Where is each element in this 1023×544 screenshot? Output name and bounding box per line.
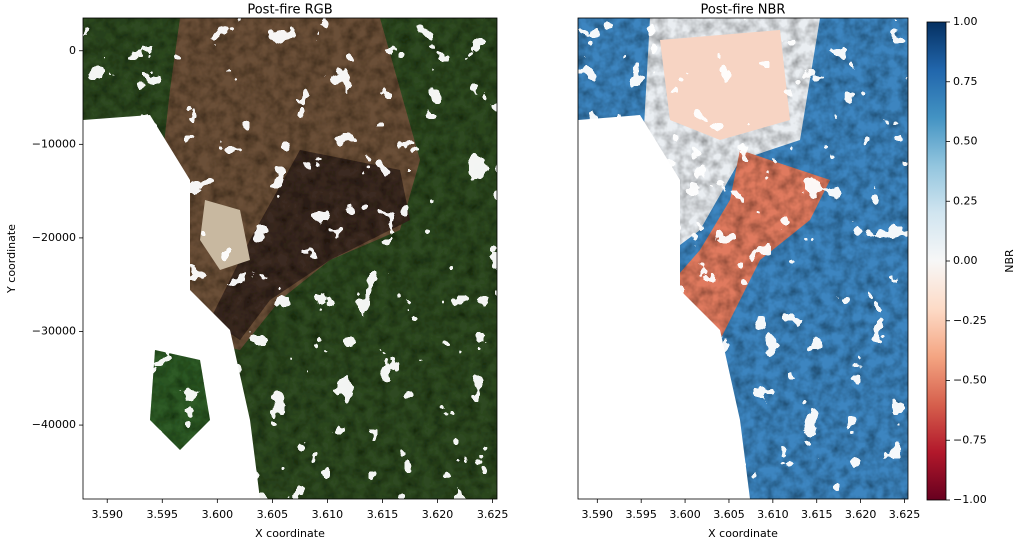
colorbar-tick-label: 0.25 [953, 194, 978, 207]
colorbar-tick-label: −1.00 [953, 493, 987, 506]
plot-frame [577, 17, 909, 500]
x-tick-label: 3.625 [477, 508, 509, 521]
x-tick-label: 3.600 [669, 508, 701, 521]
x-tick-label: 3.610 [312, 508, 344, 521]
x-tick-label: 3.590 [582, 508, 614, 521]
colorbar-tick-label: 0.50 [953, 135, 978, 148]
x-tick-label: 3.625 [889, 508, 921, 521]
x-axis-label: X coordinate [255, 527, 325, 540]
y-tick-label: −40000 [32, 418, 76, 431]
colorbar-tick-label: −0.75 [953, 433, 987, 446]
x-tick-label: 3.615 [801, 508, 833, 521]
colorbar-tick-label: 1.00 [953, 15, 978, 28]
x-tick-label: 3.590 [91, 508, 123, 521]
colorbar [926, 21, 947, 501]
colorbar-label: NBR [1003, 249, 1016, 273]
colorbar-tick-label: −0.50 [953, 374, 987, 387]
y-tick-label: −20000 [32, 231, 76, 244]
x-tick-label: 3.615 [367, 508, 399, 521]
x-tick-label: 3.595 [625, 508, 657, 521]
x-tick-label: 3.620 [845, 508, 877, 521]
chart-title: Post-fire NBR [701, 3, 786, 18]
y-tick-label: −30000 [32, 324, 76, 337]
x-axis-label: X coordinate [708, 527, 778, 540]
plot-frame [82, 17, 498, 500]
x-tick-label: 3.605 [257, 508, 289, 521]
colorbar-tick-label: −0.25 [953, 314, 987, 327]
chart-title: Post-fire RGB [247, 3, 332, 18]
y-axis-label: Y coordinate [5, 224, 18, 294]
colorbar-tick-label: 0.00 [953, 254, 978, 267]
x-tick-label: 3.605 [713, 508, 745, 521]
x-tick-label: 3.620 [422, 508, 454, 521]
x-tick-label: 3.610 [757, 508, 789, 521]
y-tick-label: −10000 [32, 137, 76, 150]
nbr-raster [578, 18, 908, 499]
y-tick-label: 0 [69, 44, 76, 57]
x-tick-label: 3.595 [147, 508, 179, 521]
x-tick-label: 3.600 [202, 508, 234, 521]
colorbar-tick-label: 0.75 [953, 75, 978, 88]
rgb-raster [83, 18, 497, 499]
